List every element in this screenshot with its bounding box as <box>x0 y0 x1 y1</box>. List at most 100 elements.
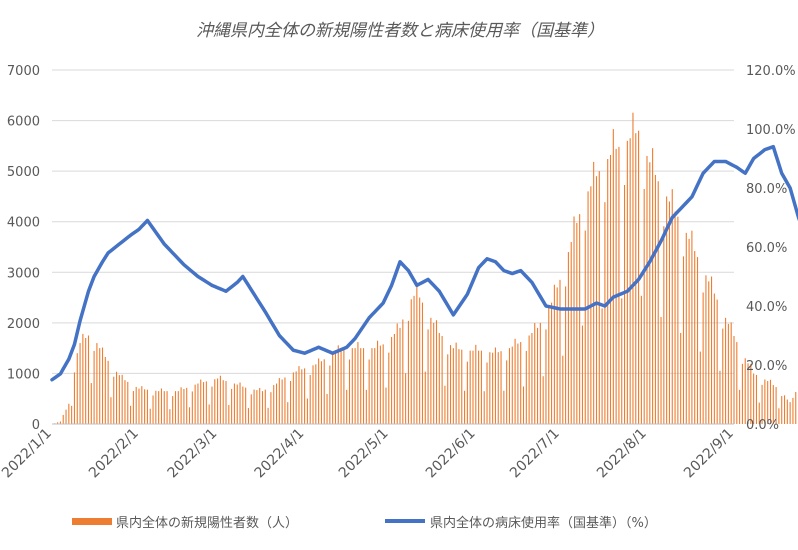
bar-day-128 <box>410 299 412 424</box>
bar-day-88 <box>298 366 300 424</box>
bar-day-119 <box>385 387 387 424</box>
bar-day-248 <box>747 363 749 424</box>
bar-day-250 <box>753 373 755 424</box>
bar-day-35 <box>149 408 151 424</box>
bar-day-197 <box>604 202 606 424</box>
bar-day-15 <box>93 350 95 424</box>
bar-day-196 <box>601 308 603 424</box>
y-right-tick-20.0pct: 20.0% <box>746 359 787 374</box>
bar-day-140 <box>444 385 446 424</box>
bar-day-109 <box>357 342 359 424</box>
bar-day-80 <box>275 383 278 424</box>
bar-day-253 <box>761 384 763 424</box>
x-tick-2022-7-1: 2022/7/1 <box>507 426 563 482</box>
bar-day-85 <box>290 381 292 424</box>
bar-day-31 <box>138 388 140 424</box>
bar-day-22 <box>113 376 115 424</box>
bar-series-new-cases <box>54 112 797 425</box>
bar-day-164 <box>511 346 513 424</box>
bar-day-176 <box>545 329 547 424</box>
bar-day-3 <box>59 421 61 424</box>
bar-day-131 <box>419 297 421 424</box>
y-left-tick-0: 0 <box>32 418 40 433</box>
y-left-tick-6000: 6000 <box>7 115 40 130</box>
bar-day-121 <box>391 337 393 424</box>
bar-day-166 <box>517 343 519 424</box>
bar-day-255 <box>767 381 769 424</box>
bar-day-74 <box>259 387 261 424</box>
bar-day-161 <box>503 390 505 424</box>
bar-day-58 <box>214 379 216 424</box>
bar-day-11 <box>82 333 84 424</box>
bar-day-149 <box>469 350 471 424</box>
bar-day-122 <box>393 333 395 424</box>
bar-day-55 <box>205 381 207 424</box>
bar-day-13 <box>87 335 90 424</box>
bar-day-180 <box>556 287 558 424</box>
bar-day-76 <box>264 389 266 424</box>
bar-day-50 <box>191 391 193 424</box>
legend: 県内全体の新規陽性者数（人） 県内全体の病床使用率（国基準）（%） <box>72 515 657 531</box>
bar-day-190 <box>584 230 586 424</box>
bar-day-167 <box>520 342 522 424</box>
bar-day-27 <box>127 381 129 424</box>
bar-day-123 <box>396 323 398 424</box>
bar-day-61 <box>222 380 224 424</box>
bar-day-238 <box>719 370 721 424</box>
bar-day-158 <box>494 347 496 424</box>
bar-day-144 <box>455 342 457 424</box>
bar-day-79 <box>273 385 275 424</box>
bar-day-57 <box>211 386 213 424</box>
bar-day-125 <box>402 319 404 424</box>
bar-day-47 <box>183 388 185 424</box>
chart-title: 沖縄県内全体の新規陽性者数と病床使用率（国基準） <box>196 21 604 41</box>
bar-day-233 <box>705 275 707 424</box>
bar-day-137 <box>435 320 438 424</box>
bar-day-46 <box>180 387 182 424</box>
bar-day-185 <box>570 241 572 424</box>
bar-day-223 <box>677 216 679 424</box>
x-tick-2022-2-1: 2022/2/1 <box>86 426 142 482</box>
bar-day-69 <box>245 387 247 424</box>
bar-day-70 <box>247 408 250 424</box>
bar-day-60 <box>219 375 221 424</box>
bar-day-6 <box>68 403 70 424</box>
bar-day-92 <box>309 374 311 424</box>
bar-day-186 <box>573 216 575 424</box>
bar-day-211 <box>643 189 645 424</box>
bar-day-56 <box>208 404 210 424</box>
bar-day-244 <box>736 342 738 424</box>
bar-day-224 <box>680 332 682 424</box>
bar-day-44 <box>174 391 177 424</box>
gridlines <box>52 69 734 425</box>
x-tick-2022-9-1: 2022/9/1 <box>681 426 737 482</box>
bar-day-63 <box>228 405 230 424</box>
bar-day-154 <box>483 391 485 424</box>
bar-day-17 <box>99 348 101 424</box>
bar-day-151 <box>475 344 477 424</box>
bar-day-124 <box>399 327 401 424</box>
bar-day-68 <box>242 386 244 424</box>
bar-day-178 <box>551 302 553 424</box>
bar-day-247 <box>744 358 746 424</box>
bar-day-49 <box>188 407 191 424</box>
bar-day-243 <box>733 336 735 424</box>
bar-day-2 <box>57 422 59 424</box>
bar-day-51 <box>194 384 196 424</box>
bar-day-75 <box>261 391 264 424</box>
bar-day-9 <box>76 353 78 424</box>
bar-day-135 <box>430 317 432 424</box>
bar-day-145 <box>458 349 460 424</box>
bar-day-200 <box>612 129 614 424</box>
bar-day-48 <box>186 387 188 424</box>
bar-day-89 <box>301 369 303 424</box>
bar-day-156 <box>489 352 491 424</box>
bar-day-231 <box>699 351 701 424</box>
bar-day-64 <box>231 388 233 424</box>
bar-day-206 <box>629 138 631 424</box>
bar-day-62 <box>225 381 227 424</box>
line-bed-occupancy <box>50 144 798 382</box>
bar-day-188 <box>579 214 581 424</box>
bar-day-36 <box>152 395 154 424</box>
bar-day-236 <box>713 293 715 424</box>
